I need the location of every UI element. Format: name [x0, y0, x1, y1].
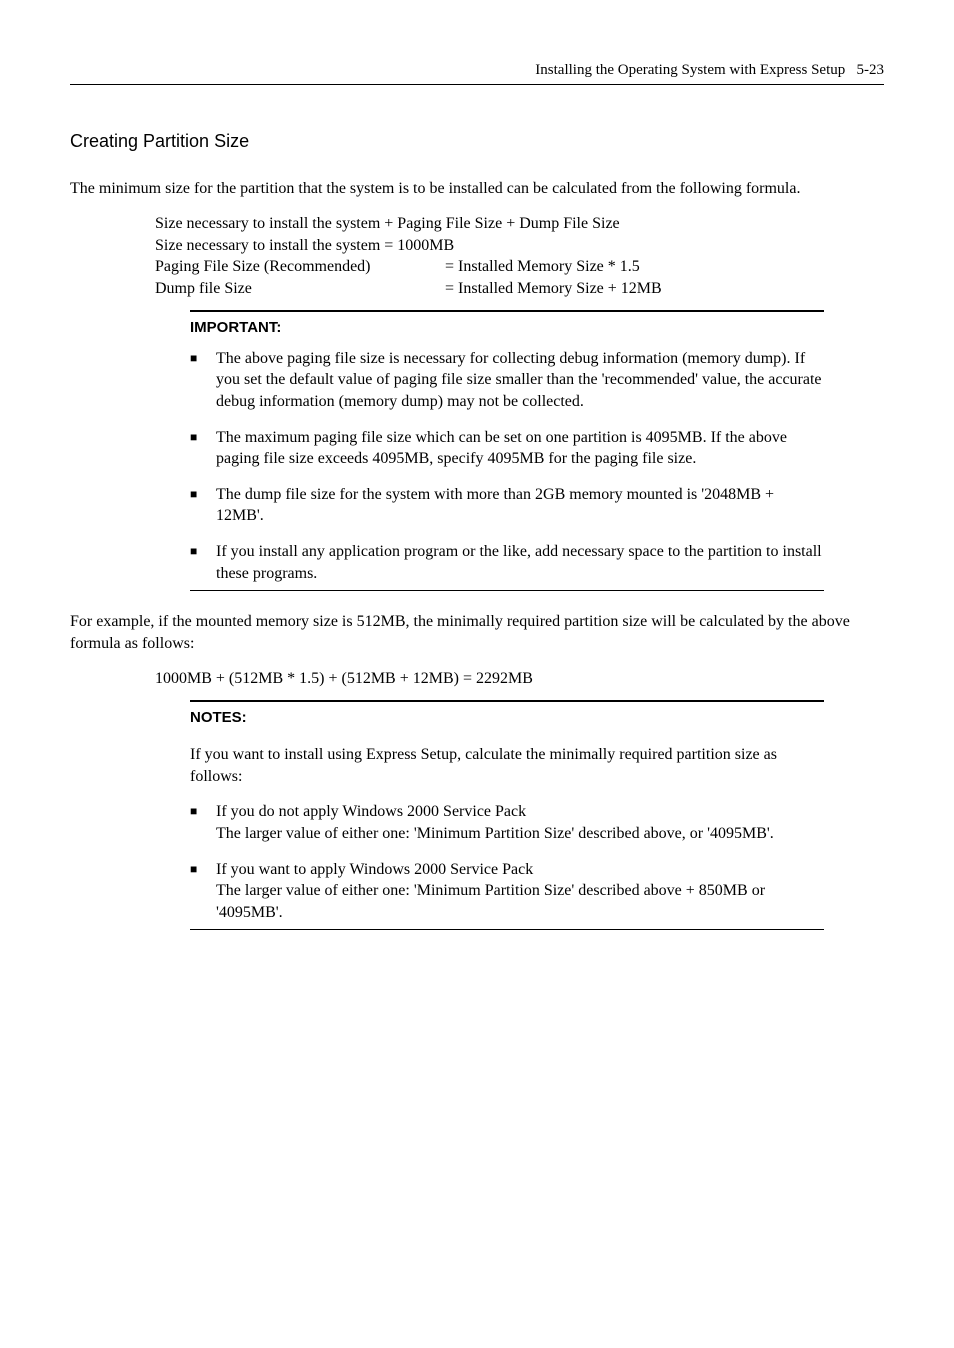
- formula-line-4-right: = Installed Memory Size + 12MB: [445, 278, 662, 300]
- important-box: IMPORTANT: The above paging file size is…: [190, 310, 824, 592]
- notes-item: If you want to apply Windows 2000 Servic…: [190, 859, 824, 924]
- notes-rule-top: [190, 700, 824, 702]
- formula-line-3: Paging File Size (Recommended) = Install…: [155, 256, 844, 278]
- important-list: The above paging file size is necessary …: [190, 348, 824, 584]
- formula-line-1: Size necessary to install the system + P…: [155, 213, 844, 235]
- header-page: 5-23: [857, 60, 885, 80]
- important-item: The maximum paging file size which can b…: [190, 427, 824, 470]
- formula-block: Size necessary to install the system + P…: [155, 213, 844, 299]
- formula-line-3-left: Paging File Size (Recommended): [155, 256, 445, 278]
- formula-line-2: Size necessary to install the system = 1…: [155, 235, 844, 257]
- formula-line-4: Dump file Size = Installed Memory Size +…: [155, 278, 844, 300]
- header-text: Installing the Operating System with Exp…: [535, 60, 845, 80]
- notes-title: NOTES:: [190, 708, 824, 728]
- notes-list: If you do not apply Windows 2000 Service…: [190, 801, 824, 923]
- formula-line-4-left: Dump file Size: [155, 278, 445, 300]
- important-rule-top: [190, 310, 824, 312]
- important-title: IMPORTANT:: [190, 318, 824, 338]
- intro-paragraph: The minimum size for the partition that …: [70, 178, 884, 200]
- header-spacer: [845, 60, 856, 80]
- notes-lead: If you want to install using Express Set…: [190, 744, 824, 787]
- important-item: The dump file size for the system with m…: [190, 484, 824, 527]
- example-paragraph: For example, if the mounted memory size …: [70, 611, 884, 654]
- page-header: Installing the Operating System with Exp…: [70, 60, 884, 85]
- notes-rule-bottom: [190, 929, 824, 930]
- important-item: The above paging file size is necessary …: [190, 348, 824, 413]
- notes-box: NOTES: If you want to install using Expr…: [190, 700, 824, 930]
- example-calc: 1000MB + (512MB * 1.5) + (512MB + 12MB) …: [155, 668, 844, 690]
- important-rule-bottom: [190, 590, 824, 591]
- important-item: If you install any application program o…: [190, 541, 824, 584]
- formula-line-3-right: = Installed Memory Size * 1.5: [445, 256, 640, 278]
- notes-item: If you do not apply Windows 2000 Service…: [190, 801, 824, 844]
- section-title: Creating Partition Size: [70, 129, 884, 153]
